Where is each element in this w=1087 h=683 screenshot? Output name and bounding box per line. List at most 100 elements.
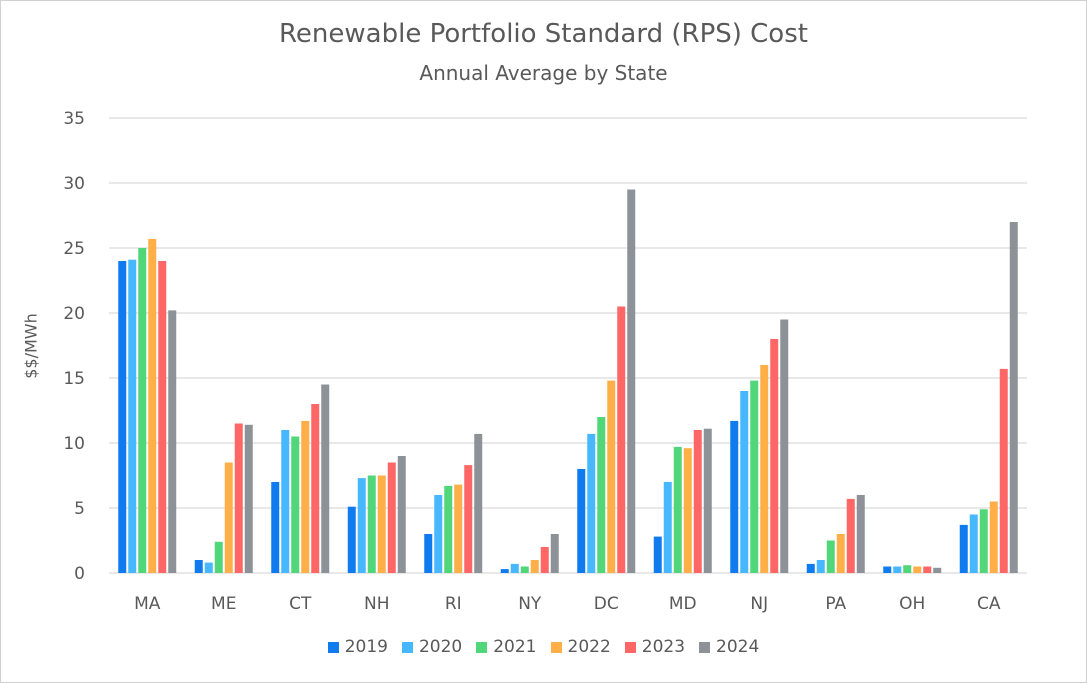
bar-NY-2022 [530,560,539,573]
bar-DC-2020 [587,433,596,573]
x-tick-label: MA [134,594,161,614]
bar-MA-2020 [128,259,137,573]
bar-ME-2022 [224,462,233,573]
bar-DC-2023 [617,306,626,573]
y-tick-label: 5 [74,499,85,519]
legend: 2019 2020 2021 2022 2023 2024 [1,637,1086,657]
legend-label: 2021 [493,637,537,657]
legend-swatch [327,641,339,653]
bar-PA-2024 [856,495,865,573]
bar-MD-2022 [683,448,692,573]
bar-RI-2021 [444,485,453,573]
bar-PA-2019 [806,563,815,573]
bar-CA-2022 [989,501,998,573]
bar-NJ-2021 [750,380,759,573]
legend-swatch [624,641,636,653]
bar-NY-2019 [500,569,509,573]
bar-RI-2019 [424,534,433,573]
bar-CA-2024 [1009,222,1018,573]
bar-PA-2022 [836,534,845,573]
x-tick-label: MD [669,594,697,614]
bar-NH-2019 [347,506,356,573]
bar-PA-2020 [816,560,825,573]
legend-swatch [550,641,562,653]
legend-swatch [401,641,413,653]
y-tick-label: 30 [63,174,85,194]
legend-label: 2020 [418,637,463,657]
x-tick-label: CT [289,594,312,614]
x-tick-label: OH [899,594,925,614]
legend-label: 2023 [641,637,686,657]
legend-item: 2022 [550,637,611,657]
x-tick-label: PA [825,594,846,614]
bar-MA-2019 [118,261,127,573]
bar-OH-2021 [903,565,912,573]
y-tick-label: 35 [63,109,85,129]
bar-NH-2023 [387,462,396,573]
bar-NJ-2024 [780,319,789,573]
bar-OH-2024 [933,567,942,573]
bar-DC-2024 [627,189,636,573]
legend-item: 2024 [699,637,759,657]
bar-CA-2019 [959,524,968,573]
bar-CA-2021 [979,509,988,573]
bar-MD-2024 [703,428,712,573]
bar-NY-2020 [510,563,519,573]
bar-CA-2023 [999,368,1008,573]
bar-NH-2022 [377,475,386,573]
bar-CT-2021 [291,436,300,573]
bar-ME-2021 [214,541,223,573]
bar-CT-2024 [321,384,330,573]
y-tick-label: 25 [63,239,85,259]
bar-PA-2023 [846,498,855,573]
x-tick-label: ME [211,594,236,614]
bar-NH-2020 [357,478,366,573]
bar-MA-2021 [138,248,147,573]
chart-subtitle: Annual Average by State [419,61,668,85]
y-tick-label: 10 [63,434,85,454]
bar-ME-2023 [234,423,243,573]
bar-RI-2020 [434,495,443,573]
bar-CT-2022 [301,420,310,573]
x-tick-label: NJ [750,594,768,614]
bar-NJ-2019 [730,420,739,573]
bar-NH-2024 [397,456,406,573]
bar-ME-2024 [244,424,253,573]
legend-item: 2020 [401,637,463,657]
bar-NY-2024 [550,534,559,573]
y-tick-label: 0 [74,564,85,584]
bar-CT-2020 [281,430,290,573]
bar-DC-2022 [607,380,616,573]
legend-swatch [699,641,711,653]
bar-MD-2019 [653,536,662,573]
legend-label: 2024 [716,637,760,657]
legend-swatch [476,641,488,653]
legend-item: 2019 [327,637,388,657]
bar-CA-2020 [969,514,978,573]
bar-OH-2019 [883,566,892,573]
x-tick-label: CA [977,594,1001,614]
bar-OH-2023 [923,566,932,573]
bar-RI-2022 [454,484,463,573]
bar-RI-2024 [474,433,483,573]
legend-label: 2022 [567,637,611,657]
bar-NY-2023 [540,547,549,573]
bar-MA-2023 [158,261,167,573]
bar-ME-2020 [204,562,213,573]
bar-NJ-2023 [770,339,779,573]
legend-item: 2021 [476,637,537,657]
bar-CT-2019 [271,482,280,573]
bar-MA-2022 [148,238,157,573]
bar-PA-2021 [826,540,835,573]
bar-NH-2021 [367,475,376,573]
bar-CT-2023 [311,404,320,573]
bar-OH-2022 [913,566,922,573]
y-tick-label: 20 [63,304,85,324]
legend-label: 2019 [344,637,388,657]
bar-NJ-2022 [760,365,769,573]
bar-MA-2024 [168,310,177,573]
bar-RI-2023 [464,465,473,573]
bar-DC-2021 [597,417,606,573]
